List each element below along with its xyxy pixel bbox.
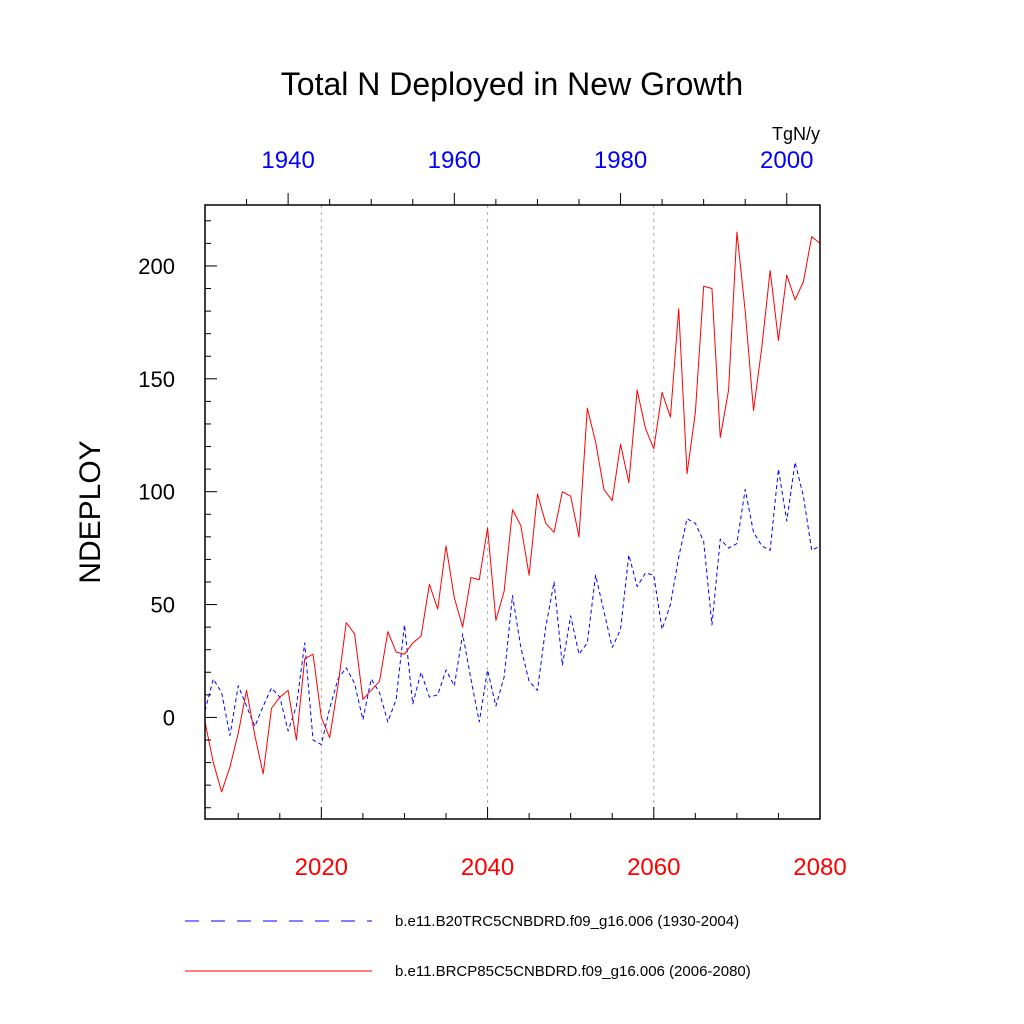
x-bottom-tick-label: 2020 [295, 854, 348, 881]
legend: b.e11.B20TRC5CNBDRD.f09_g16.006 (1930-20… [185, 913, 751, 980]
y-tick-label: 200 [138, 254, 175, 279]
y-tick-label: 100 [138, 480, 175, 505]
axis-tick-labels: 0 50 100 150 200 2020 2040 2060 2080 1940 1960 1980… [138, 147, 846, 881]
y-tick-label: 150 [138, 367, 175, 392]
chart-title: Total N Deployed in New Growth [281, 66, 743, 102]
series-line-hist [204, 461, 821, 746]
x-top-tick-label: 1940 [261, 147, 314, 174]
x-top-tick-label: 2000 [760, 147, 813, 174]
units-label: TgN/y [772, 124, 820, 144]
legend-label-hist: b.e11.B20TRC5CNBDRD.f09_g16.006 (1930-20… [395, 913, 739, 930]
grid-lines [320, 205, 655, 819]
y-tick-label: 50 [151, 593, 175, 618]
axis-ticks [205, 193, 821, 819]
x-top-tick-label: 1980 [594, 147, 647, 174]
x-bottom-tick-label: 2060 [627, 854, 680, 881]
legend-label-rcp: b.e11.BRCP85C5CNBDRD.f09_g16.006 (2006-2… [395, 963, 751, 980]
series-line-rcp [204, 231, 821, 793]
plot-frame [204, 204, 821, 820]
x-top-tick-label: 1960 [428, 147, 481, 174]
y-tick-label: 0 [163, 705, 175, 730]
series-lines [204, 231, 821, 793]
y-axis-label: NDEPLOY [74, 440, 107, 583]
x-bottom-tick-label: 2080 [793, 854, 846, 881]
x-bottom-tick-label: 2040 [461, 854, 514, 881]
